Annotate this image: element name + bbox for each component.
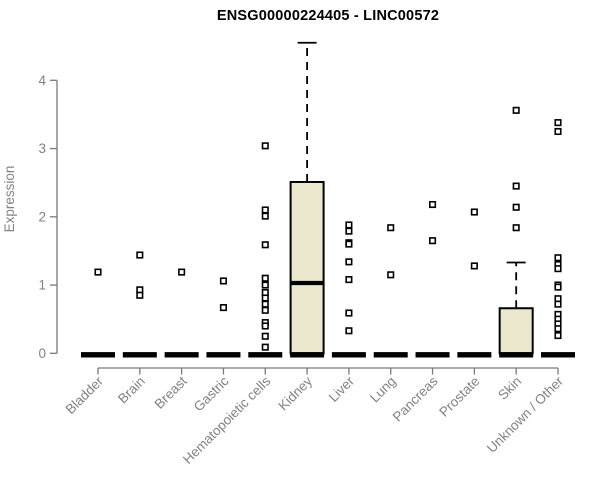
- x-category-label: Pancreas: [390, 373, 441, 424]
- x-category-label: Brain: [115, 374, 148, 407]
- outlier-point: [345, 258, 353, 266]
- y-axis-tick-label: 1: [38, 278, 46, 293]
- x-category-label: Prostate: [436, 374, 482, 420]
- box: [289, 180, 325, 355]
- outlier-point: [554, 265, 562, 273]
- zero-median-bar: [373, 352, 408, 358]
- outlier-point: [470, 208, 478, 216]
- zero-median-bar: [457, 352, 492, 358]
- outlier-point: [428, 200, 437, 209]
- y-axis-tick-label: 2: [38, 209, 46, 224]
- outlier-point: [345, 276, 353, 284]
- outlier-point: [261, 281, 269, 289]
- outlier-point: [387, 271, 395, 279]
- outlier-point: [261, 306, 269, 314]
- outlier-point: [428, 237, 437, 245]
- zero-median-bar: [81, 352, 115, 358]
- y-axis-tick-label: 3: [38, 141, 46, 156]
- outlier-point: [345, 227, 353, 235]
- outlier-point: [261, 206, 269, 214]
- zero-median-bar: [540, 352, 575, 358]
- x-category-label: Kidney: [275, 373, 315, 413]
- zero-median-bar: [122, 352, 157, 358]
- outlier-point: [387, 224, 395, 232]
- outlier-point: [345, 309, 353, 317]
- x-category-label: Gastric: [191, 373, 232, 414]
- outlier-point: [345, 240, 353, 248]
- x-category-label: Liver: [326, 373, 358, 405]
- outlier-point: [219, 277, 228, 285]
- outlier-point: [554, 300, 562, 308]
- outlier-point: [554, 325, 562, 333]
- outlier-point: [261, 241, 269, 249]
- outlier-point: [136, 291, 144, 299]
- outlier-point: [94, 268, 102, 276]
- outlier-point: [554, 127, 562, 136]
- outlier-point: [554, 119, 562, 127]
- outlier-point: [261, 274, 269, 282]
- zero-median-bar: [164, 352, 199, 358]
- x-category-label: Skin: [495, 374, 524, 403]
- outlier-point: [512, 224, 520, 232]
- zero-median-bar: [290, 352, 325, 358]
- zero-median-bar: [206, 352, 241, 358]
- outlier-point: [261, 294, 269, 302]
- outlier-point: [261, 142, 269, 150]
- outlier-point: [554, 254, 562, 262]
- zero-median-bar: [331, 352, 366, 358]
- outlier-point: [345, 327, 353, 335]
- y-axis-tick-label: 0: [38, 346, 46, 361]
- outlier-point: [554, 283, 562, 291]
- outlier-point: [512, 203, 520, 211]
- outlier-point: [261, 322, 269, 330]
- zero-median-bar: [415, 352, 450, 358]
- x-category-label: Lung: [367, 374, 399, 406]
- outlier-point: [345, 221, 353, 229]
- chart-title: ENSG00000224405 - LINC00572: [216, 8, 440, 24]
- x-category-label: Bladder: [63, 373, 107, 417]
- x-category-label: Unknown / Other: [484, 373, 567, 456]
- outlier-point: [512, 182, 520, 190]
- x-category-label: Breast: [152, 373, 190, 411]
- box: [498, 307, 534, 355]
- outlier-point: [470, 262, 478, 270]
- zero-median-bar: [499, 352, 534, 358]
- outlier-point: [219, 304, 228, 312]
- outlier-point: [261, 300, 269, 308]
- outlier-point: [261, 343, 269, 351]
- outlier-point: [554, 332, 562, 340]
- y-axis-tick-label: 4: [38, 73, 46, 88]
- zero-median-bar: [248, 352, 283, 358]
- outlier-point: [136, 251, 144, 259]
- outlier-point: [261, 332, 269, 340]
- outlier-point: [261, 212, 269, 220]
- outlier-point: [178, 268, 186, 276]
- outlier-point: [512, 106, 520, 114]
